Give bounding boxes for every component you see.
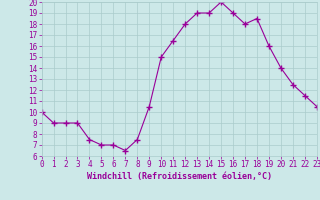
X-axis label: Windchill (Refroidissement éolien,°C): Windchill (Refroidissement éolien,°C): [87, 172, 272, 181]
